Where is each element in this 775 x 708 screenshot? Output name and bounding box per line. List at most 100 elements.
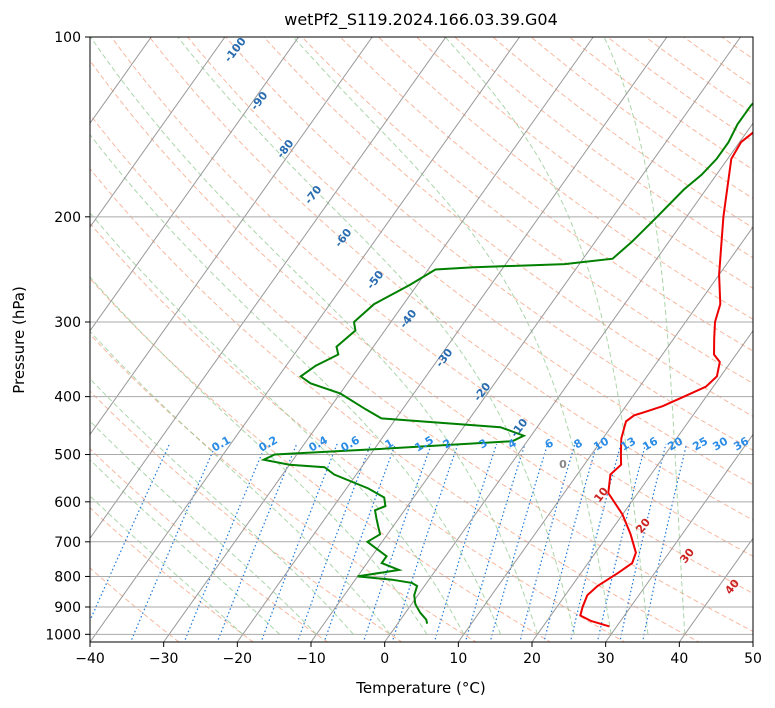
y-tick-label: 700: [54, 535, 81, 551]
isotherm-line: [752, 641, 753, 642]
moist-adiabat-line: [90, 495, 244, 635]
data-series: [260, 102, 753, 628]
dry-adiabat-line: [90, 567, 180, 642]
moist-adiabat-label: 0: [559, 458, 567, 471]
background-lines: [90, 37, 753, 642]
dry-adiabat-line: [492, 37, 753, 229]
mixing-ratio-line: [464, 443, 526, 642]
isotherm-line: [457, 226, 753, 642]
dry-adiabat-line: [377, 37, 753, 320]
dry-adiabat-label: -30: [433, 346, 456, 370]
isotherm-line: [384, 122, 753, 642]
mixing-ratio-line: [596, 443, 647, 642]
x-tick-label: −10: [296, 651, 326, 667]
moist-adiabat-line: [292, 37, 612, 635]
mixing-ratio-line: [619, 443, 667, 642]
mixing-ratio-label: 36: [731, 434, 751, 453]
x-tick-label: 20: [523, 651, 541, 667]
moist-adiabat-line: [90, 133, 502, 635]
x-axis-ticks: −40 −30 −20 −10 0 10 20 30 40 50: [75, 642, 762, 667]
y-axis-ticks: 100 200 300 400 500 600 700 800 900 1000: [45, 30, 90, 643]
dry-adiabat-label-lower: 40: [722, 577, 742, 597]
y-tick-label: 500: [54, 448, 81, 464]
y-tick-label: 300: [54, 315, 81, 331]
y-tick-label: 1000: [45, 627, 81, 643]
x-tick-label: 40: [670, 651, 688, 667]
dry-adiabat-line: [90, 507, 254, 642]
mixing-ratio-line: [216, 443, 298, 642]
dry-adiabat-label-lower: 30: [677, 546, 697, 566]
x-tick-label: −40: [75, 651, 105, 667]
dry-adiabat-label: -50: [364, 268, 387, 292]
dry-adiabat-line: [225, 37, 753, 451]
isotherm-line: [531, 329, 753, 642]
dry-adiabat-line: [90, 390, 403, 642]
dry-adiabat-line: [90, 113, 753, 633]
isotherm-line: [90, 37, 373, 436]
mixing-ratio-line: [391, 443, 459, 642]
moist-adiabat-line: [90, 37, 538, 635]
dry-adiabat-line: [263, 37, 753, 418]
y-tick-label: 100: [54, 30, 81, 46]
dry-adiabat-label: -80: [274, 137, 297, 161]
dry-adiabat-label: -40: [397, 307, 420, 331]
y-tick-label: 900: [54, 600, 81, 616]
dry-adiabat-line: [110, 37, 753, 557]
dry-adiabat-line: [148, 37, 753, 521]
mixing-ratio-line: [543, 443, 598, 642]
dry-adiabat-line: [90, 277, 552, 642]
dry-adiabat-label: -60: [332, 226, 355, 250]
dry-adiabat-label: -70: [302, 183, 325, 207]
moist-adiabat-line: [90, 459, 280, 635]
mixing-ratio-label: 30: [710, 434, 730, 453]
moist-adiabat-line: [177, 37, 575, 635]
mixing-ratio-line: [90, 443, 171, 622]
mixing-ratio-label: 3: [477, 436, 490, 451]
mixing-ratio-line: [129, 443, 217, 642]
moist-adiabat-line: [90, 276, 428, 635]
moist-adiabat-line: [90, 420, 317, 635]
moist-adiabat-line: [90, 378, 354, 635]
isotherm-line: [163, 37, 594, 642]
dry-adiabat-label-lower: 20: [633, 516, 653, 536]
x-tick-label: 0: [380, 651, 389, 667]
dry-adiabat-line: [301, 37, 753, 384]
isotherm-line: [90, 37, 447, 540]
dry-adiabat-line: [415, 37, 753, 289]
moist-adiabat-line: [444, 37, 649, 635]
mixing-ratio-line: [183, 443, 267, 642]
dry-adiabat-line: [90, 168, 700, 642]
x-axis-label: Temperature (°C): [355, 679, 485, 697]
mixing-ratio-line: [260, 443, 338, 642]
plot-frame: [89, 36, 754, 643]
y-tick-label: 400: [54, 390, 81, 406]
dry-adiabat-line: [90, 222, 626, 642]
isotherm-line: [236, 37, 668, 642]
x-tick-label: −30: [149, 651, 179, 667]
y-axis-label: Pressure (hPa): [10, 286, 28, 394]
x-tick-label: 30: [597, 651, 615, 667]
y-tick-label: 600: [54, 495, 81, 511]
dry-adiabat-line: [90, 333, 477, 642]
x-tick-label: 50: [744, 651, 762, 667]
mixing-ratio-label: 0.6: [339, 433, 363, 454]
dewpoint-line: [260, 102, 753, 624]
moist-adiabat-line: [90, 211, 465, 635]
isotherm-line: [90, 37, 226, 228]
isotherm-line: [90, 37, 299, 332]
mixing-ratio-line: [433, 443, 498, 642]
y-tick-label: 200: [54, 210, 81, 226]
dry-adiabat-label: -100: [222, 35, 249, 65]
chart-title: wetPf2_S119.2024.166.03.39.G04: [284, 10, 558, 30]
dry-adiabat-line: [530, 37, 753, 200]
mixing-ratio-label: 0.2: [257, 433, 280, 454]
isotherm-line: [310, 37, 741, 642]
x-tick-label: −20: [223, 651, 253, 667]
isotherm-line: [90, 37, 520, 642]
x-tick-label: 10: [449, 651, 467, 667]
isotherm-line: [605, 433, 753, 642]
mixing-ratio-label: 16: [640, 434, 660, 453]
moist-adiabat-line: [603, 37, 686, 635]
isotherm-line: [678, 537, 753, 642]
